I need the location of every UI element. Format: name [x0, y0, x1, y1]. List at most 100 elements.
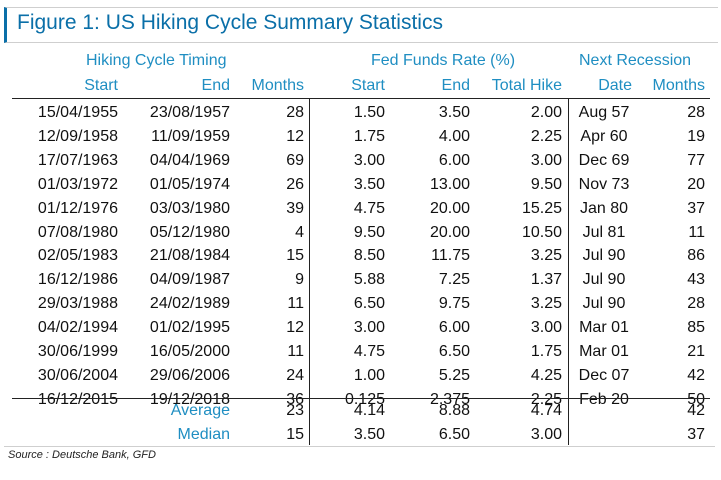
stat-cell: 3.00	[530, 425, 562, 443]
table-cell: 24	[286, 366, 304, 384]
stat-cell: 4.74	[530, 402, 562, 419]
table-cell: 4	[295, 223, 304, 241]
stat-cell: 4.14	[353, 402, 385, 419]
table-cell: 50	[687, 390, 705, 408]
table-cell: 1.00	[353, 366, 385, 384]
table-cell: 4.00	[438, 127, 470, 145]
table-cell: 86	[687, 247, 705, 265]
table-cell: 26	[286, 175, 304, 193]
table-cell: 9.75	[438, 295, 470, 313]
table-cell: Aug 57	[578, 104, 630, 121]
table-cell: 3.50	[353, 175, 385, 193]
table-cell: 9.50	[530, 175, 562, 193]
table-cell: 1.75	[530, 343, 562, 360]
table-cell: 01/12/1976	[37, 199, 118, 217]
col-header-start: Start	[84, 77, 118, 94]
table-cell: 28	[687, 104, 705, 121]
table-cell: 11.75	[431, 247, 470, 265]
table-cell: 1.75	[353, 127, 385, 145]
table-cell: 16/12/1986	[37, 271, 118, 289]
table-cell: 3.50	[438, 104, 470, 121]
stat-cell: 15	[286, 425, 304, 443]
table-cell: 21/08/1984	[149, 247, 230, 265]
table-cell: 1.50	[353, 104, 385, 121]
table-cell: 11	[287, 295, 304, 313]
table-cell: 9	[295, 271, 304, 289]
stat-cell: 3.50	[353, 425, 385, 443]
table-cell: 6.00	[438, 319, 470, 337]
table-cell: 43	[687, 271, 705, 289]
stat-cell: 23	[286, 402, 304, 419]
table-cell: Jan 80	[579, 199, 629, 217]
table-cell: Nov 73	[578, 175, 630, 193]
table-cell: 69	[286, 151, 304, 169]
col-header-fed-end: End	[441, 77, 470, 94]
table-cell: Jul 81	[582, 223, 626, 241]
table-cell: 12	[286, 319, 304, 337]
table-cell: 3.00	[530, 151, 562, 169]
title-bar: Figure 1: US Hiking Cycle Summary Statis…	[4, 7, 718, 43]
group-header-timing: Hiking Cycle Timing	[86, 52, 227, 69]
table-cell: 0.125	[344, 390, 385, 408]
table-cell: 15	[286, 247, 304, 265]
table-cell: 3.25	[530, 295, 562, 313]
table-cell: 13.00	[429, 175, 470, 193]
bottom-rule	[4, 446, 715, 447]
stat-label: Median	[177, 425, 230, 443]
table-cell: 2.25	[530, 390, 562, 408]
table-cell: 42	[687, 366, 705, 384]
table-cell: 20	[687, 175, 705, 193]
table-cell: 11/09/1959	[151, 127, 230, 145]
stat-cell: 37	[687, 425, 705, 443]
table-cell: 19	[687, 127, 705, 145]
page-title: Figure 1: US Hiking Cycle Summary Statis…	[17, 11, 443, 34]
table-cell: 02/05/1983	[37, 247, 118, 265]
table-cell: 19/12/2018	[149, 390, 230, 408]
stat-cell	[572, 423, 636, 447]
table-cell: 21	[687, 343, 705, 360]
table-cell: 01/05/1974	[149, 175, 230, 193]
table-cell: 77	[687, 151, 705, 169]
table-cell: 20.00	[429, 199, 470, 217]
group-header-recession: Next Recession	[579, 52, 692, 69]
table-cell: 4.25	[530, 366, 562, 384]
table-cell: 4.75	[353, 343, 385, 360]
table-cell: 15/04/1955	[37, 104, 118, 121]
table-cell: 10.50	[521, 223, 562, 241]
table-cell: 16/05/2000	[149, 343, 230, 360]
table-cell: 20.00	[429, 223, 470, 241]
table-cell: 2.00	[530, 104, 562, 121]
table-cell: 3.00	[353, 319, 385, 337]
table-cell: 1.37	[530, 271, 562, 289]
table-cell: Apr 60	[580, 127, 628, 145]
group-header-fed: Fed Funds Rate (%)	[371, 52, 516, 69]
source-note: Source : Deutsche Bank, GFD	[8, 449, 156, 461]
table-cell: 24/02/1989	[149, 295, 230, 313]
table-cell: 04/09/1987	[149, 271, 230, 289]
table-cell: 39	[286, 199, 304, 217]
table-cell: 36	[286, 390, 304, 408]
table-cell: 07/08/1980	[37, 223, 118, 241]
table-cell: 12	[286, 127, 304, 145]
table-cell: Jul 90	[582, 247, 626, 265]
table-cell: 6.50	[438, 343, 470, 360]
stat-cell: 8.88	[438, 402, 470, 419]
table-cell: Jul 90	[582, 271, 626, 289]
stat-cell	[572, 399, 636, 423]
table-cell: 5.25	[438, 366, 470, 384]
table-cell: 2.25	[530, 127, 562, 145]
table-cell: 17/07/1963	[37, 151, 118, 169]
table-cell: 30/06/1999	[37, 343, 118, 360]
table-cell: 29/06/2006	[149, 366, 230, 384]
table-cell: 7.25	[438, 271, 470, 289]
col-header-total-hike: Total Hike	[491, 77, 562, 94]
col-header-fed-start: Start	[351, 77, 385, 94]
table-cell: 2.375	[429, 390, 470, 408]
table-cell: Mar 01	[579, 343, 629, 360]
col-separator-1	[309, 98, 310, 445]
table-cell: 30/06/2004	[37, 366, 118, 384]
table-cell: 03/03/1980	[149, 199, 230, 217]
table-cell: 04/04/1969	[149, 151, 230, 169]
col-header-rec-months: Months	[652, 77, 705, 94]
table-cell: 85	[687, 319, 705, 337]
